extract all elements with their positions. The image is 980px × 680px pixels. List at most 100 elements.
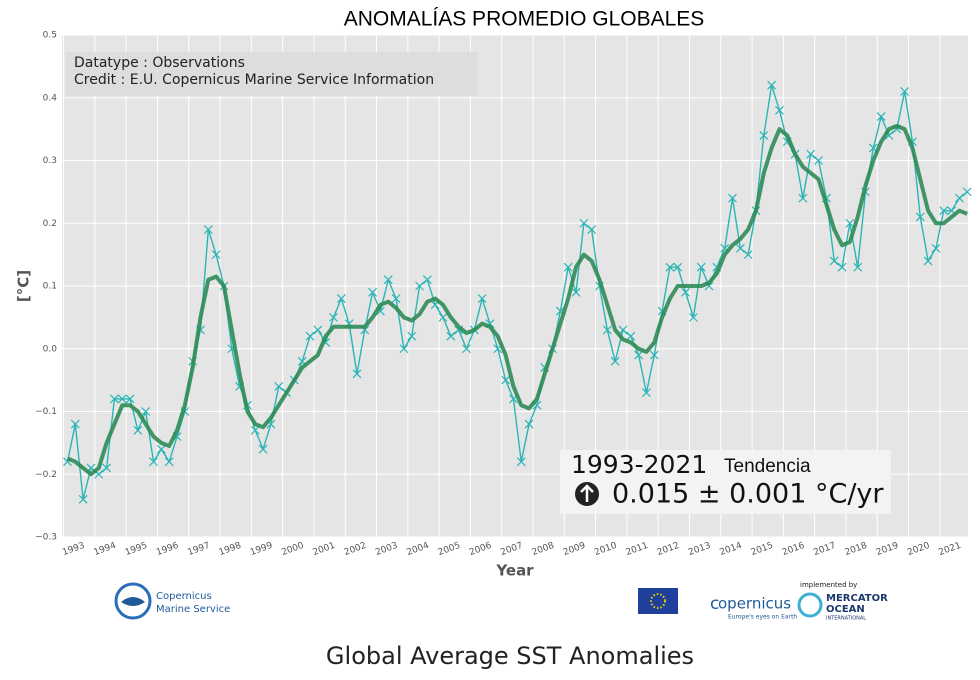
x-tick-label: 2011 [625, 541, 650, 558]
point-marker [798, 193, 808, 203]
trend-label: Tendencia [724, 456, 811, 477]
point-marker [70, 419, 80, 429]
point-marker [681, 287, 690, 297]
y-tick-label: 0.3 [43, 156, 57, 166]
logo-text: OCEAN [826, 604, 865, 615]
point-marker [735, 243, 745, 253]
point-marker [775, 105, 784, 115]
point-marker [900, 87, 910, 96]
x-tick-label: 2002 [343, 541, 368, 558]
x-tick-label: 2007 [499, 541, 524, 558]
point-marker [688, 312, 698, 322]
annotation: Credit : E.U. Copernicus Marine Service … [74, 72, 434, 88]
point-marker [634, 350, 644, 360]
x-tick-label: 2009 [562, 541, 587, 558]
y-tick-label: 0.2 [43, 219, 57, 229]
trend-arrow [580, 484, 594, 502]
x-tick-label: 1996 [155, 541, 180, 558]
point-marker [117, 394, 127, 404]
y-tick-label: 0.5 [43, 31, 57, 41]
point-marker [516, 457, 526, 467]
point-marker [829, 256, 839, 266]
point-marker [391, 294, 401, 303]
logo-text: Marine Service [156, 604, 230, 615]
point-marker [728, 193, 737, 203]
mercator-logo [797, 592, 823, 618]
eu-stars [650, 593, 666, 609]
x-tick-label: 1995 [124, 541, 149, 558]
y-tick-label: 0.1 [43, 282, 57, 292]
point-marker [954, 193, 964, 203]
x-tick-label: 2021 [938, 541, 963, 558]
annotation-box [66, 52, 478, 96]
cmems-logo [114, 582, 152, 620]
point-marker [853, 262, 863, 272]
trend-period: 1993-2021 [571, 450, 707, 479]
point-marker [673, 262, 683, 272]
point-marker [814, 156, 823, 165]
x-tick-label: 2005 [437, 541, 462, 558]
point-marker [274, 381, 284, 391]
y-tick-label: −0.3 [35, 533, 57, 543]
point-marker [610, 356, 620, 366]
y-axis-label: [°C] [15, 270, 33, 302]
point-marker [626, 331, 636, 341]
point-marker [133, 425, 143, 435]
point-marker [743, 250, 753, 260]
point-marker [931, 243, 941, 253]
x-tick-label: 2015 [750, 541, 775, 558]
footer-title: Global Average SST Anomalies [326, 642, 694, 670]
point-marker [845, 218, 855, 228]
point-marker [642, 388, 651, 398]
logo-text: Europe's eyes on Earth [728, 614, 797, 621]
x-axis-label: Year [495, 562, 534, 580]
point-marker [313, 325, 323, 335]
point-marker [696, 262, 706, 272]
x-tick-label: 2017 [812, 541, 837, 558]
point-marker [579, 218, 589, 228]
x-tick-label: 2000 [280, 541, 305, 558]
x-tick-label: 1994 [93, 541, 118, 558]
point-marker [524, 419, 534, 429]
trend-value: 0.015 ± 0.001 °C/yr [612, 479, 884, 510]
point-marker [352, 369, 362, 379]
x-tick-label: 1993 [61, 541, 86, 558]
point-marker [602, 325, 612, 335]
point-marker [422, 275, 432, 285]
point-marker [462, 344, 471, 354]
y-tick-label: −0.1 [35, 407, 57, 417]
point-marker [399, 344, 409, 354]
point-marker [767, 80, 777, 90]
trend-box [560, 450, 891, 514]
point-marker [438, 312, 448, 322]
point-marker [258, 444, 268, 454]
point-marker [618, 325, 628, 335]
x-tick-label: 2018 [844, 541, 869, 558]
y-tick-label: −0.2 [35, 470, 57, 480]
point-marker [407, 331, 417, 341]
point-marker [78, 494, 88, 504]
x-tick-label: 2010 [593, 541, 618, 558]
x-tick-label: 2016 [781, 541, 806, 558]
x-tick-label: 2004 [406, 541, 431, 558]
point-marker [383, 275, 393, 285]
point-marker [806, 149, 816, 159]
logo-text: implemented by [800, 581, 857, 589]
point-marker [962, 187, 972, 197]
point-marker [876, 112, 886, 121]
x-tick-label: 2019 [875, 541, 900, 558]
chart-title: ANOMALÍAS PROMEDIO GLOBALES [344, 8, 705, 31]
y-tick-label: 0.0 [43, 344, 58, 354]
point-marker [250, 425, 260, 435]
point-marker [149, 457, 158, 467]
x-tick-label: 2008 [531, 541, 556, 558]
x-tick-label: 2012 [656, 541, 681, 558]
point-marker [587, 225, 597, 234]
logo-text: Copernicus [156, 591, 212, 602]
point-marker [109, 394, 119, 404]
point-marker [571, 287, 581, 297]
x-tick-label: 2003 [374, 541, 399, 558]
x-tick-label: 2020 [906, 541, 931, 558]
annotation: Datatype : Observations [74, 55, 245, 71]
logo-text: MERCATOR [826, 593, 888, 604]
